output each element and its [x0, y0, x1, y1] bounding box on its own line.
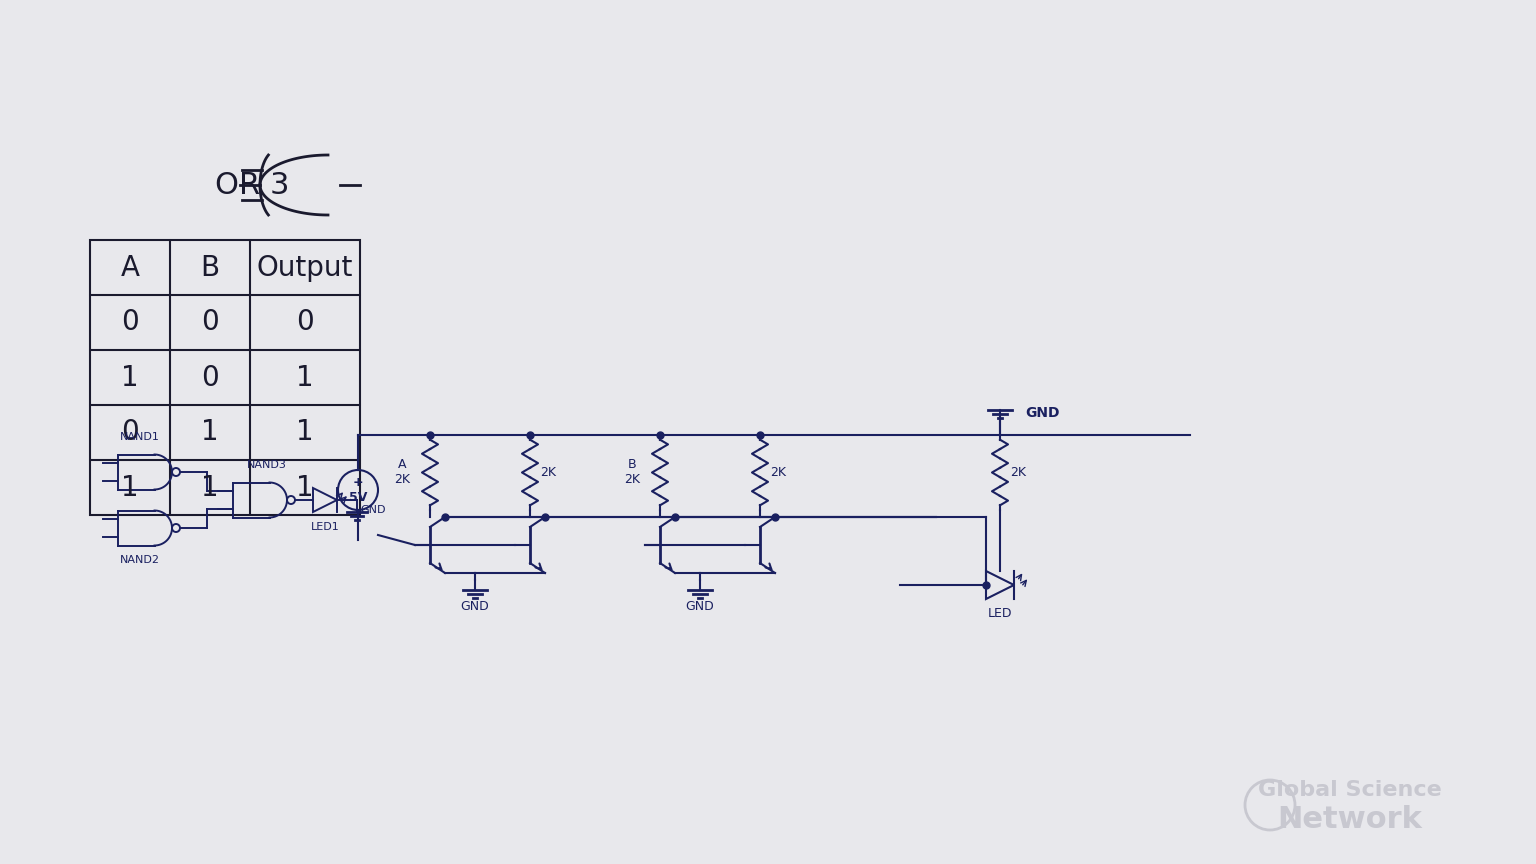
- Text: Network: Network: [1278, 805, 1422, 835]
- Text: GND: GND: [461, 600, 490, 613]
- Text: GND: GND: [685, 600, 714, 613]
- Text: 2K: 2K: [770, 466, 786, 479]
- Text: Global Science: Global Science: [1258, 780, 1442, 800]
- Text: A
2K: A 2K: [395, 458, 410, 486]
- Text: Output: Output: [257, 253, 353, 282]
- Text: +
5V: + 5V: [349, 476, 367, 504]
- Text: 0: 0: [201, 364, 218, 391]
- Text: OR 3: OR 3: [215, 170, 289, 200]
- Text: NAND2: NAND2: [120, 555, 160, 565]
- Text: 1: 1: [296, 364, 313, 391]
- Text: GND: GND: [359, 505, 386, 515]
- Text: LED: LED: [988, 607, 1012, 620]
- Bar: [91, 240, 359, 515]
- Text: GND: GND: [1025, 406, 1060, 420]
- Text: 2K: 2K: [541, 466, 556, 479]
- Text: 2K: 2K: [1011, 466, 1026, 479]
- Text: 1: 1: [201, 418, 218, 447]
- Text: 0: 0: [121, 308, 138, 336]
- Text: A: A: [120, 253, 140, 282]
- Text: NAND1: NAND1: [120, 432, 160, 442]
- Text: 1: 1: [201, 473, 218, 501]
- Text: 1: 1: [121, 364, 138, 391]
- Text: 0: 0: [121, 418, 138, 447]
- Text: B
2K: B 2K: [624, 458, 641, 486]
- Text: B: B: [200, 253, 220, 282]
- Text: LED1: LED1: [310, 522, 339, 532]
- Text: 1: 1: [121, 473, 138, 501]
- Text: 0: 0: [296, 308, 313, 336]
- Text: 0: 0: [201, 308, 218, 336]
- Text: 1: 1: [296, 473, 313, 501]
- Text: 1: 1: [296, 418, 313, 447]
- Text: NAND3: NAND3: [247, 460, 287, 470]
